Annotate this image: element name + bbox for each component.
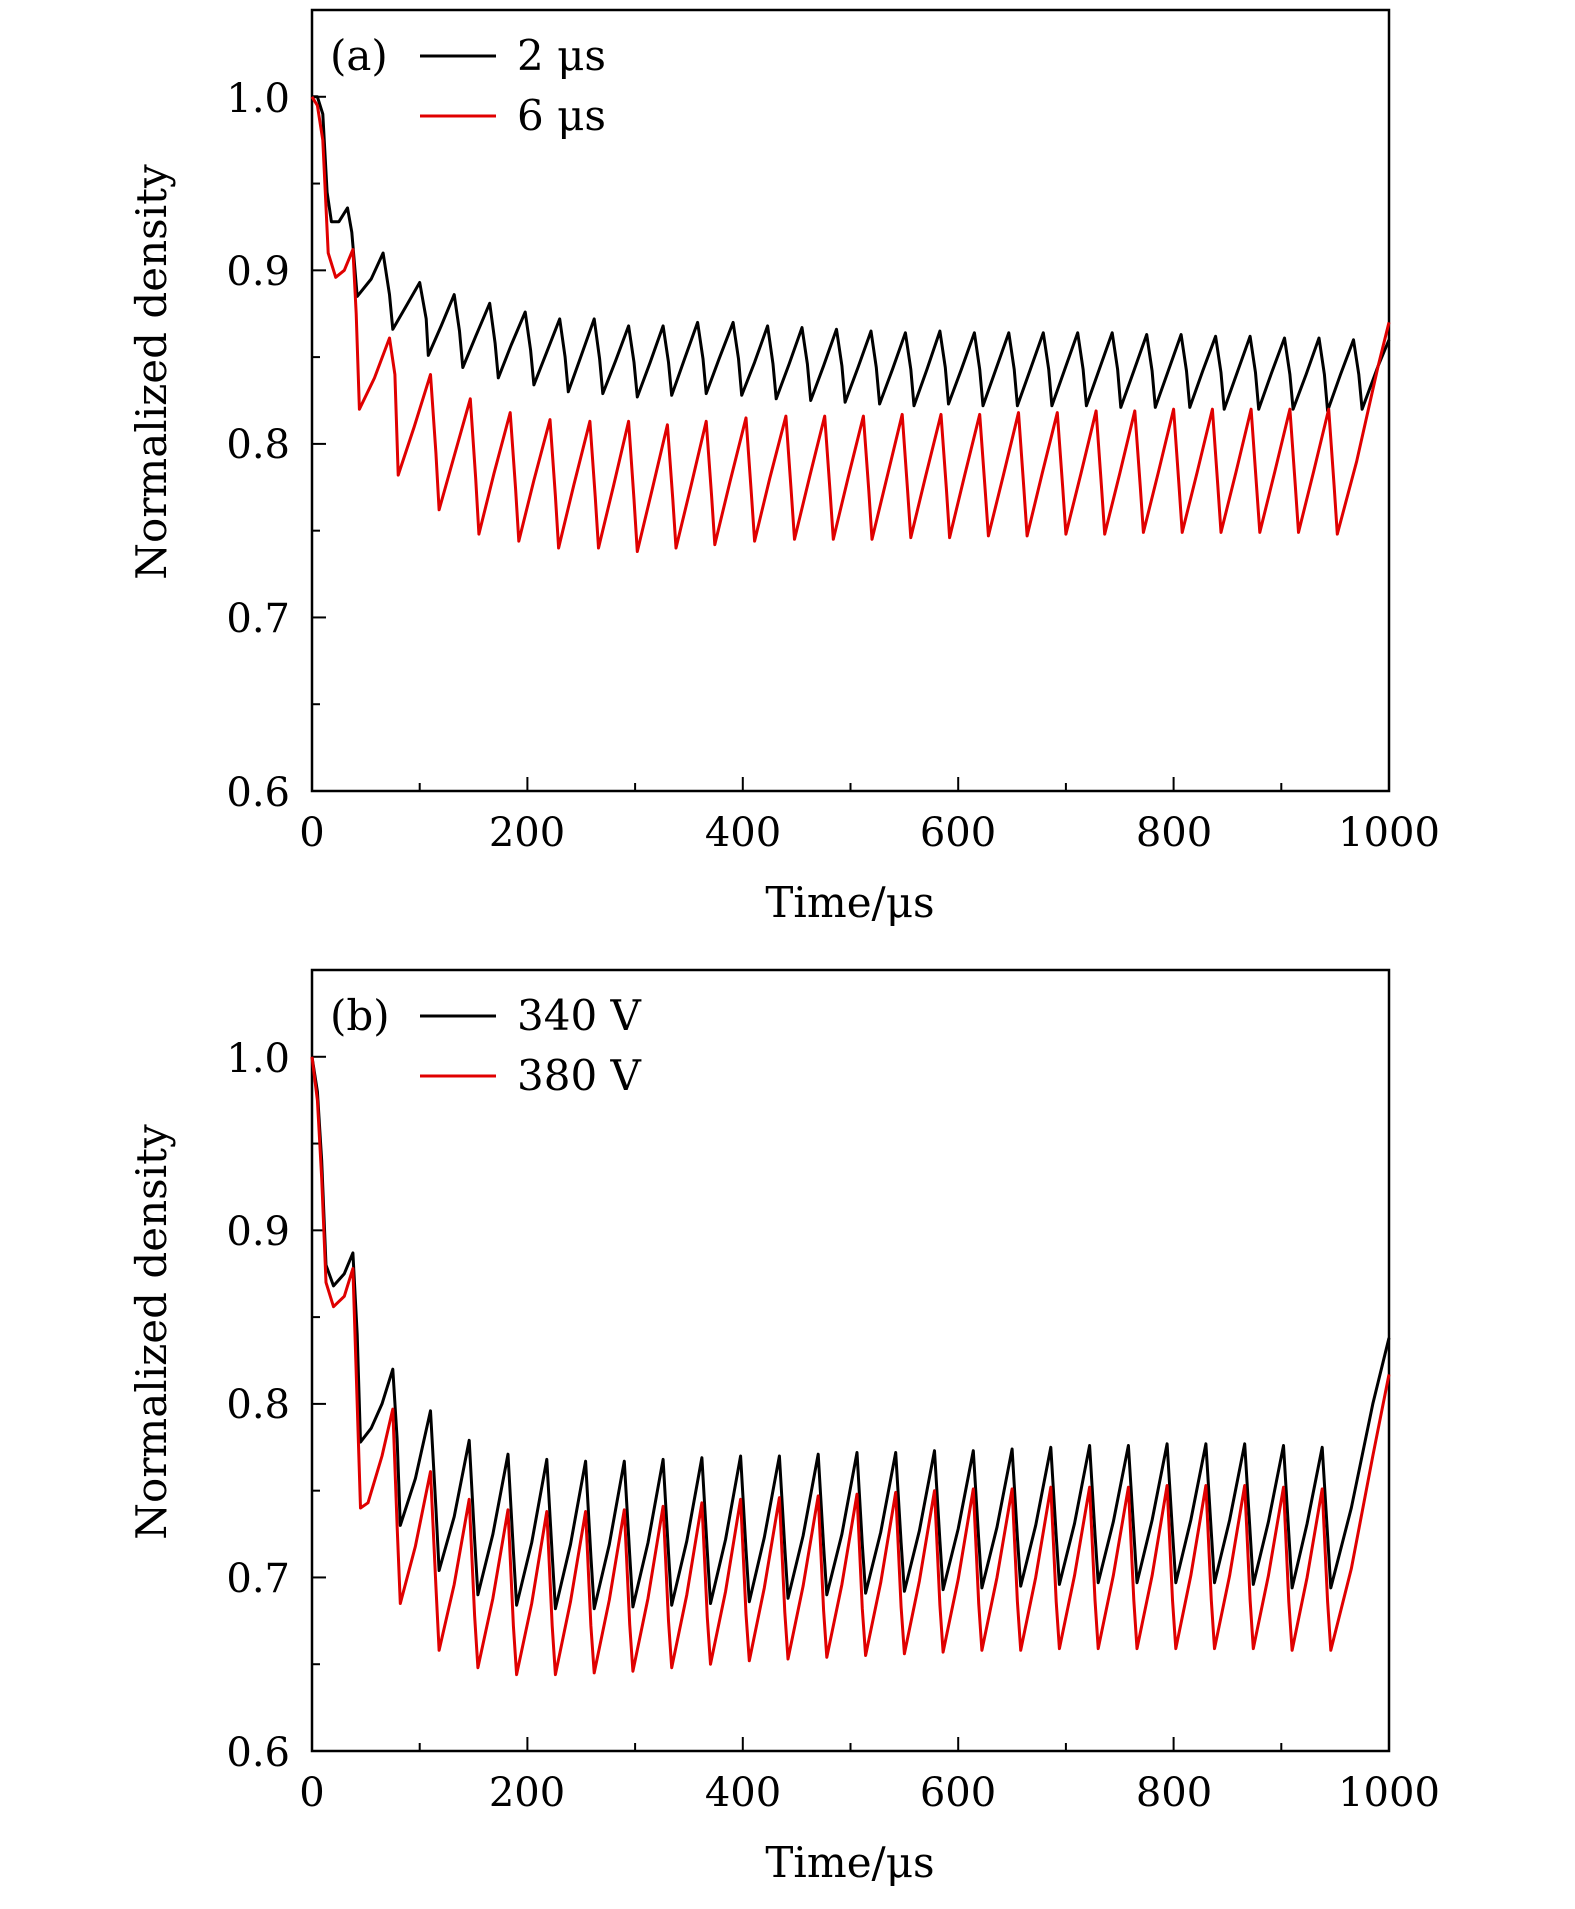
x-tick-label-b-2: 400 [705,1770,781,1816]
y-tick-label-a-3: 0.9 [226,249,290,295]
series-line-a-1 [310,96,1391,553]
x-tick-label-b-4: 800 [1136,1770,1212,1816]
y-tick-label-b-1: 0.7 [226,1556,290,1602]
y-tick-label-a-0: 0.6 [226,770,290,816]
legend-text-a-0: 2 μs [517,31,606,80]
panel-label-b: (b) [330,991,390,1040]
legend-text-b-0: 340 V [517,991,642,1040]
y-tick-label-a-1: 0.7 [226,596,290,642]
x-tick-label-a-2: 400 [705,810,781,856]
panel-b: 0.6 0.7 0.8 0.9 1.0 0 200 400 600 800 10… [127,968,1440,1887]
y-tick-label-b-3: 0.9 [226,1209,290,1255]
panel-a: 0.6 0.7 0.8 0.9 1.0 0 200 400 600 800 10… [127,8,1440,927]
x-tick-label-b-5: 1000 [1338,1770,1440,1816]
ticks-b [311,969,1390,1752]
series-line-b-1 [310,1056,1391,1677]
series-line-a-0 [312,95,1391,413]
ticks-a [311,9,1390,792]
series-layer-b [310,1056,1391,1677]
x-tick-label-b-3: 600 [920,1770,996,1816]
series-line-b-0 [310,1056,1391,1611]
x-tick-label-b-0: 0 [299,1770,324,1816]
y-axis-title-a: Normalized density [127,164,176,580]
x-axis-title-a: Time/μs [765,878,934,927]
plot-frame-b [310,968,1391,1753]
y-tick-label-a-2: 0.8 [226,422,290,468]
x-tick-label-b-1: 200 [489,1770,565,1816]
legend-text-b-1: 380 V [517,1051,642,1100]
x-axis-title-b: Time/μs [765,1838,934,1887]
y-tick-label-a-4: 1.0 [226,76,290,122]
x-tick-label-a-3: 600 [920,810,996,856]
y-tick-label-b-2: 0.8 [226,1382,290,1428]
y-tick-label-b-4: 1.0 [226,1036,290,1082]
y-tick-label-b-0: 0.6 [226,1730,290,1776]
panel-label-a: (a) [330,31,388,80]
series-layer-a [310,95,1391,553]
y-axis-title-b: Normalized density [127,1124,176,1540]
x-tick-label-a-1: 200 [489,810,565,856]
x-tick-label-a-0: 0 [299,810,324,856]
x-tick-label-a-5: 1000 [1338,810,1440,856]
x-tick-label-a-4: 800 [1136,810,1212,856]
legend-text-a-1: 6 μs [517,91,606,140]
